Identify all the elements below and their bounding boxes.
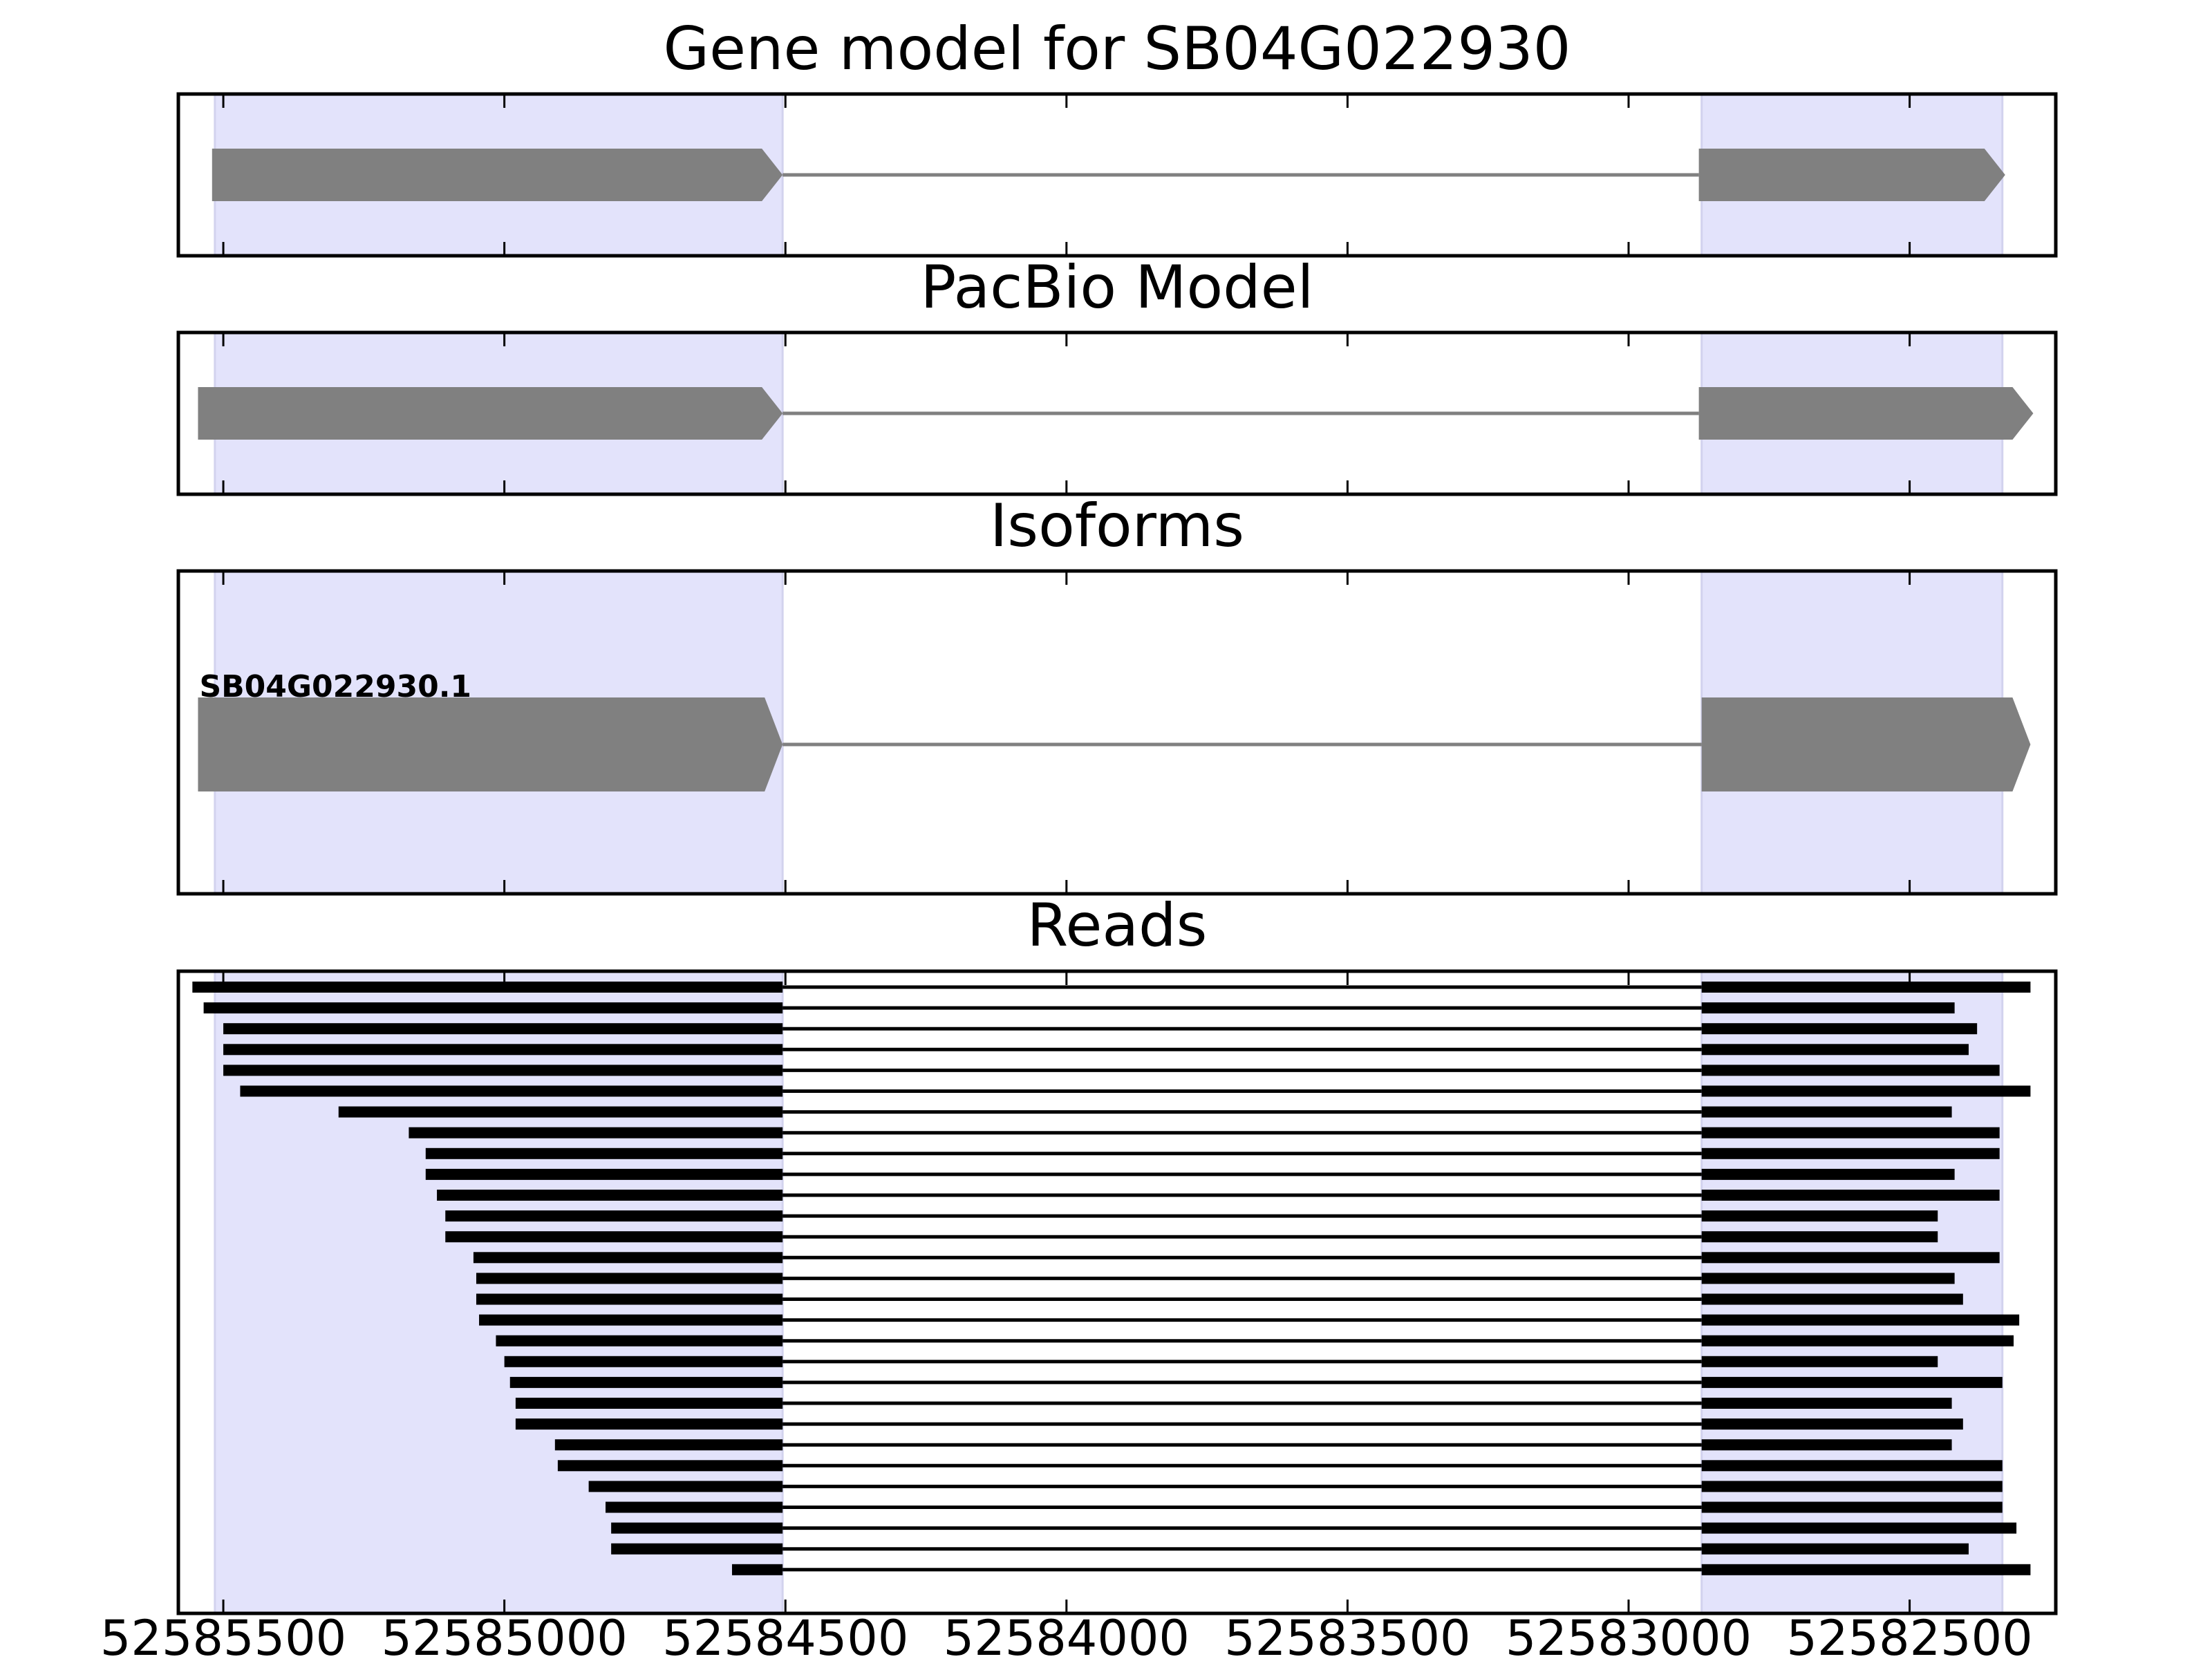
panel-3: Isoforms SB04G022930.1: [176, 491, 2058, 896]
panel-frame: [176, 92, 2058, 258]
panel-frame: [176, 569, 2058, 896]
read-block: [437, 1190, 783, 1201]
x-tick-label: 52583500: [1224, 1610, 1470, 1659]
read-block: [1701, 1439, 1952, 1451]
read-block: [1701, 1273, 1955, 1284]
read-block: [611, 1543, 783, 1555]
read-block: [1701, 1376, 2003, 1388]
read-block: [409, 1127, 783, 1138]
read-block: [515, 1418, 783, 1430]
read-block: [1701, 1293, 1963, 1305]
read-block: [1701, 1501, 2003, 1513]
read-block: [606, 1501, 783, 1513]
read-block: [445, 1210, 783, 1222]
read-block: [1701, 1002, 1955, 1014]
read-block: [1701, 1147, 2000, 1159]
exon-arrow: [198, 697, 783, 791]
x-tick-label: 52585500: [100, 1610, 346, 1659]
read-block: [223, 1065, 783, 1076]
read-block: [192, 982, 783, 993]
read-block: [588, 1481, 783, 1492]
x-tick-label: 52585000: [381, 1610, 627, 1659]
read-block: [1701, 1168, 1955, 1180]
read-block: [1701, 1127, 2000, 1138]
read-block: [1701, 1564, 2031, 1575]
read-block: [554, 1439, 783, 1451]
read-block: [509, 1376, 783, 1388]
read-block: [1701, 1065, 2000, 1076]
panel-title: PacBio Model: [920, 253, 1313, 322]
x-tick-label: 52583000: [1506, 1610, 1752, 1659]
exon-arrow: [198, 387, 783, 440]
x-tick-label: 52582500: [1786, 1610, 2032, 1659]
read-block: [425, 1168, 783, 1180]
panel-2: PacBio Model: [176, 253, 2058, 496]
x-tick-label: 52584500: [662, 1610, 908, 1659]
read-block: [731, 1564, 783, 1575]
panel-frame: [176, 330, 2058, 496]
read-block: [479, 1314, 783, 1326]
read-block: [557, 1460, 783, 1472]
read-block: [1701, 1106, 1952, 1118]
read-block: [1701, 1085, 2031, 1097]
read-block: [1701, 1314, 2020, 1326]
panel-title: Reads: [1027, 891, 1208, 960]
read-block: [1701, 982, 2031, 993]
panel-title: Gene model for SB04G022930: [664, 15, 1571, 84]
exon-arrow: [212, 149, 783, 201]
read-block: [473, 1252, 783, 1264]
read-block: [1701, 1044, 1969, 1056]
read-block: [223, 1023, 783, 1035]
exon-arrow: [1698, 149, 2005, 201]
read-block: [1701, 1522, 2017, 1534]
read-block: [476, 1293, 783, 1305]
read-block: [515, 1398, 783, 1409]
read-block: [425, 1147, 783, 1159]
read-block: [445, 1231, 783, 1243]
read-block: [476, 1273, 783, 1284]
read-block: [1701, 1335, 2014, 1347]
read-block: [504, 1356, 783, 1367]
read-block: [496, 1335, 783, 1347]
panel-4: Reads: [176, 891, 2058, 1615]
read-block: [1701, 1190, 2000, 1201]
read-block: [611, 1522, 783, 1534]
read-block: [223, 1044, 783, 1056]
read-block: [1701, 1418, 1963, 1430]
panel-title: Isoforms: [990, 491, 1244, 561]
read-block: [1701, 1210, 1938, 1222]
read-block: [1701, 1481, 2003, 1492]
isoform-label: SB04G022930.1: [199, 669, 471, 704]
panel-1: Gene model for SB04G022930: [176, 15, 2058, 258]
panel-frame: [176, 969, 2058, 1615]
read-block: [1701, 1023, 1978, 1035]
exon-arrow: [1701, 697, 2031, 791]
read-block: [1701, 1231, 1938, 1243]
read-block: [1701, 1398, 1952, 1409]
exon-arrow: [1698, 387, 2034, 440]
read-block: [240, 1085, 783, 1097]
x-tick-label: 52584000: [944, 1610, 1190, 1659]
read-block: [1701, 1252, 2000, 1264]
read-block: [338, 1106, 783, 1118]
read-block: [203, 1002, 783, 1014]
read-block: [1701, 1543, 1969, 1555]
read-block: [1701, 1356, 1938, 1367]
read-block: [1701, 1460, 2003, 1472]
